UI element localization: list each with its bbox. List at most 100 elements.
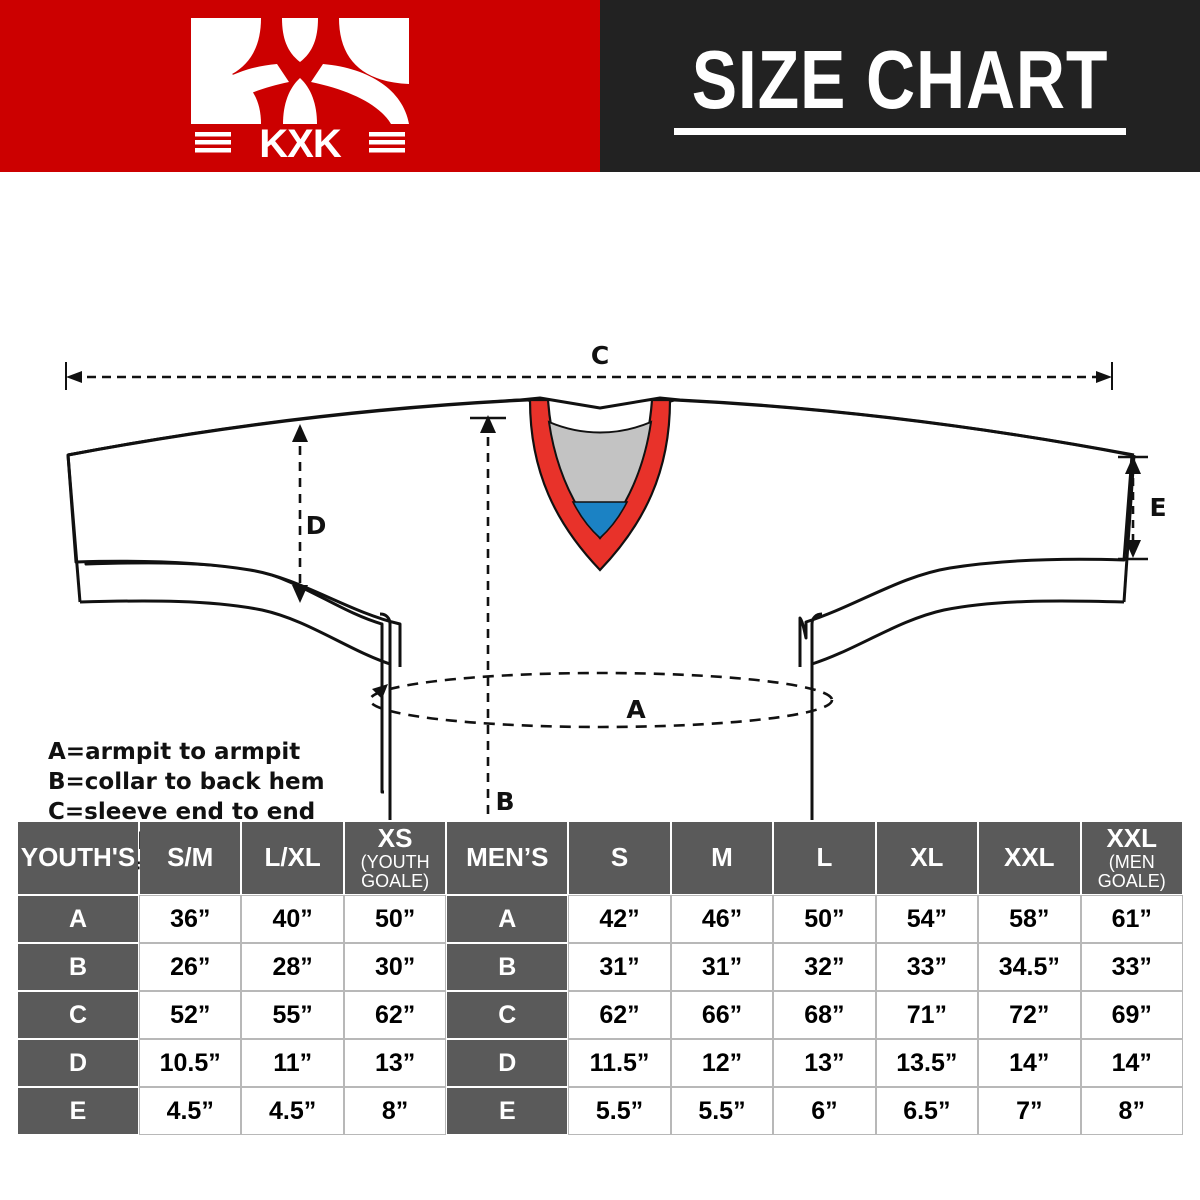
cell-youth-e-0: 4.5” [140, 1088, 241, 1134]
header-mens-col-1: M [671, 822, 773, 894]
header-mens-col-4-main: XXL [1003, 842, 1055, 873]
row-label-mens-b: B [447, 944, 568, 990]
header-mens-col-3: XL [876, 822, 978, 894]
header-youths: YOUTH'S [18, 822, 138, 894]
dimension-a [368, 671, 834, 729]
header-youth-col-2: XS (YOUTH GOALE) [344, 822, 446, 894]
cell-youth-c-2: 62” [344, 992, 446, 1038]
dimension-c-label: C [591, 341, 609, 370]
size-table-wrap: YOUTH'S S/M L/XL XS (YOUTH GOALE) MEN’S [16, 820, 1184, 1136]
header-mens-col-5-sub2: GOALE) [1097, 870, 1166, 891]
cell-mens-c-2: 68” [774, 992, 875, 1038]
cell-mens-e-1: 5.5” [671, 1088, 773, 1134]
cell-youth-a-2: 50” [344, 896, 446, 942]
row-label-youth-e: E [18, 1088, 138, 1134]
header-youths-label: YOUTH'S [20, 842, 136, 873]
cell-mens-a-2: 50” [774, 896, 875, 942]
header-mens-col-2: L [774, 822, 875, 894]
header-mens-col-0: S [569, 822, 670, 894]
row-label-mens-a: A [447, 896, 568, 942]
cell-youth-c-1: 55” [242, 992, 343, 1038]
header-mens-col-3-main: XL [910, 842, 944, 873]
cell-mens-b-1: 31” [671, 944, 773, 990]
cell-youth-d-1: 11” [242, 1040, 343, 1086]
cell-mens-a-5: 61” [1081, 896, 1182, 942]
cell-mens-d-0: 11.5” [569, 1040, 670, 1086]
cell-youth-b-2: 30” [344, 944, 446, 990]
jersey-collar [528, 398, 672, 572]
cell-youth-b-1: 28” [242, 944, 343, 990]
cell-mens-c-3: 71” [876, 992, 978, 1038]
table-header-row: YOUTH'S S/M L/XL XS (YOUTH GOALE) MEN’S [18, 822, 1182, 894]
cell-mens-b-0: 31” [569, 944, 670, 990]
cell-youth-e-1: 4.5” [242, 1088, 343, 1134]
cell-youth-c-0: 52” [140, 992, 241, 1038]
title-underline [674, 128, 1126, 136]
table-row: E 4.5” 4.5” 8” E 5.5” 5.5” 6” 6.5” 7” 8” [18, 1088, 1182, 1134]
size-table-body: YOUTH'S S/M L/XL XS (YOUTH GOALE) MEN’S [18, 822, 1182, 1134]
cell-mens-c-0: 62” [569, 992, 670, 1038]
cell-mens-c-1: 66” [671, 992, 773, 1038]
row-label-youth-d: D [18, 1040, 138, 1086]
kxk-x-logo: KXK [191, 18, 409, 160]
cell-youth-b-0: 26” [140, 944, 241, 990]
header-mens-col-2-main: L [816, 842, 833, 873]
cell-mens-e-5: 8” [1081, 1088, 1182, 1134]
cell-mens-d-4: 14” [979, 1040, 1080, 1086]
svg-text:KXK: KXK [259, 122, 342, 160]
cell-mens-d-5: 14” [1081, 1040, 1182, 1086]
cell-mens-d-1: 12” [671, 1040, 773, 1086]
cell-youth-d-0: 10.5” [140, 1040, 241, 1086]
cell-mens-e-2: 6” [774, 1088, 875, 1134]
title-panel: SIZE CHART [600, 0, 1200, 172]
cell-mens-d-3: 13.5” [876, 1040, 978, 1086]
header-youth-col-2-sub2: GOALE) [361, 870, 430, 891]
cell-youth-a-1: 40” [242, 896, 343, 942]
cell-mens-e-4: 7” [979, 1088, 1080, 1134]
header-youth-col-0-main: S/M [167, 842, 214, 873]
dimension-b-label: B [495, 787, 514, 816]
header-mens-col-4: XXL [979, 822, 1080, 894]
row-label-mens-c: C [447, 992, 568, 1038]
title-wrap: SIZE CHART [646, 32, 1154, 136]
cell-mens-e-0: 5.5” [569, 1088, 670, 1134]
dimension-e [1118, 455, 1148, 561]
header-mens: MEN’S [447, 822, 568, 894]
header-youth-col-2-sub: (YOUTH [360, 851, 430, 872]
row-label-youth-c: C [18, 992, 138, 1038]
header-youth-col-0: S/M [140, 822, 241, 894]
header-mens-col-0-main: S [610, 842, 629, 873]
dimension-a-label: A [626, 695, 646, 724]
cell-mens-b-5: 33” [1081, 944, 1182, 990]
row-label-youth-b: B [18, 944, 138, 990]
cell-mens-d-2: 13” [774, 1040, 875, 1086]
page-title: SIZE CHART [691, 32, 1109, 126]
body-box [388, 664, 814, 820]
dimension-d [292, 424, 308, 603]
cell-mens-a-0: 42” [569, 896, 670, 942]
jersey-diagram: C [0, 172, 1200, 885]
row-label-mens-e: E [447, 1088, 568, 1134]
cell-mens-b-4: 34.5” [979, 944, 1080, 990]
cell-mens-c-5: 69” [1081, 992, 1182, 1038]
table-row: B 26” 28” 30” B 31” 31” 32” 33” 34.5” 33… [18, 944, 1182, 990]
dimension-e-label: E [1149, 493, 1166, 522]
cell-youth-e-2: 8” [344, 1088, 446, 1134]
header-mens-col-5-sub: (MEN [1108, 851, 1155, 872]
header-mens-col-5: XXL (MEN GOALE) [1081, 822, 1182, 894]
header-youth-col-2-main: XS [377, 823, 413, 854]
page-header: KXK SIZE CHART [0, 0, 1200, 172]
dimension-c [65, 362, 1113, 390]
cell-mens-a-3: 54” [876, 896, 978, 942]
jersey-technical-drawing: C [65, 341, 1167, 820]
dimension-d-label: D [306, 511, 327, 540]
header-mens-label: MEN’S [466, 842, 549, 873]
row-label-youth-a: A [18, 896, 138, 942]
table-row: D 10.5” 11” 13” D 11.5” 12” 13” 13.5” 14… [18, 1040, 1182, 1086]
cell-mens-b-2: 32” [774, 944, 875, 990]
header-mens-col-5-main: XXL [1106, 823, 1158, 854]
cell-youth-d-2: 13” [344, 1040, 446, 1086]
cell-mens-b-3: 33” [876, 944, 978, 990]
row-label-mens-d: D [447, 1040, 568, 1086]
header-youth-col-1-main: L/XL [264, 842, 321, 873]
